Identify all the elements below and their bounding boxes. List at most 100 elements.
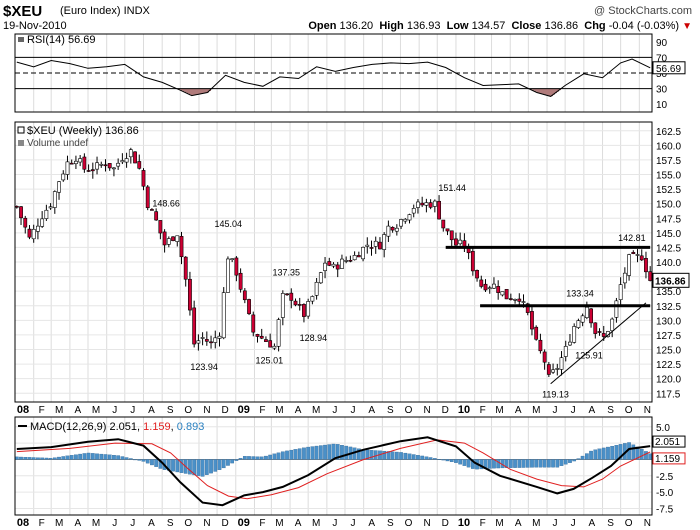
macd-histogram-bar: [188, 459, 192, 475]
macd-histogram-bar: [618, 444, 623, 460]
x-axis-month-label: J: [553, 405, 558, 416]
x-axis-month-label: A: [368, 518, 375, 529]
rsi-oversold-shade: [537, 88, 539, 93]
x-axis-month-label: M: [92, 405, 100, 416]
price-candle: [492, 283, 496, 289]
x-axis-month-label: J: [130, 405, 135, 416]
price-candle: [631, 252, 636, 254]
macd-histogram-bar: [508, 459, 513, 468]
price-candle: [124, 158, 129, 163]
price-candle: [627, 254, 631, 276]
x-axis-month-label: M: [275, 518, 283, 529]
macd-histogram-bar: [644, 451, 648, 460]
symbol-label: $XEU: [3, 3, 43, 20]
price-candle: [306, 301, 311, 317]
macd-histogram-bar: [606, 446, 610, 460]
macd-histogram-bar: [297, 448, 302, 460]
price-tick-label: 162.5: [656, 127, 681, 138]
x-axis-month-label: J: [332, 518, 337, 529]
price-candle: [137, 161, 142, 169]
price-candle: [496, 286, 501, 293]
price-annotation: 151.44: [438, 183, 466, 193]
macd-line: [16, 436, 651, 507]
close-value: 136.86: [544, 20, 579, 32]
x-axis-month-label: A: [75, 518, 82, 529]
macd-histogram-bar: [538, 459, 543, 468]
price-candle: [483, 283, 488, 291]
macd-histogram-bar: [386, 451, 391, 460]
macd-histogram-bar: [128, 458, 133, 460]
price-candle: [479, 279, 484, 287]
macd-histogram-bar: [171, 459, 175, 472]
volume-legend-icon: [18, 140, 24, 146]
x-axis-month-label: F: [259, 405, 265, 416]
price-candle: [19, 206, 23, 219]
rsi-oversold-shade: [545, 88, 547, 95]
macd-histogram-bar: [48, 457, 53, 460]
macd-histogram-bar: [31, 457, 36, 460]
price-candle: [378, 241, 382, 250]
rsi-oversold-shade: [195, 88, 197, 95]
price-candle: [171, 236, 175, 241]
macd-histogram-bar: [74, 454, 78, 460]
price-candle: [470, 251, 475, 272]
price-candle: [601, 333, 606, 337]
price-tick-label: 160.0: [656, 141, 681, 152]
x-axis-month-label: A: [515, 518, 522, 529]
rsi-oversold-shade: [541, 88, 543, 94]
volume-legend: Volume undef: [27, 138, 88, 149]
macd-histogram-bar: [99, 453, 104, 460]
rsi-current-badge: [652, 61, 686, 75]
macd-histogram-bar: [209, 459, 213, 474]
macd-histogram-bar: [289, 449, 294, 460]
macd-histogram-bar: [150, 459, 154, 466]
price-candle: [23, 217, 28, 228]
macd-histogram-bar: [95, 453, 99, 460]
price-candle: [551, 369, 555, 373]
price-tick-label: 132.5: [656, 302, 681, 313]
price-candle: [238, 272, 243, 290]
signal-current-badge: [652, 452, 686, 465]
price-candle: [369, 247, 374, 249]
x-axis-month-label: N: [203, 518, 210, 529]
rsi-oversold-shade: [199, 88, 201, 95]
macd-histogram-bar: [462, 459, 467, 466]
x-axis-month-label: F: [480, 405, 486, 416]
price-tick-label: 125.0: [656, 346, 681, 357]
price-tick-label: 142.5: [656, 243, 681, 254]
macd-histogram-bar: [120, 456, 125, 460]
x-axis-month-label: S: [387, 518, 394, 529]
price-candle: [454, 238, 458, 246]
macd-histogram-bar: [525, 459, 530, 468]
x-axis-month-label: M: [55, 405, 63, 416]
price-candle: [517, 298, 522, 302]
macd-histogram-bar: [141, 459, 146, 462]
price-tick-label: 157.5: [656, 156, 681, 167]
macd-histogram-bar: [52, 457, 57, 460]
x-axis-month-label: O: [184, 518, 192, 529]
macd-histogram-bar: [36, 457, 40, 460]
macd-histogram-bar: [403, 452, 408, 460]
price-candle: [382, 234, 387, 250]
macd-histogram-bar: [90, 453, 95, 460]
price-candle: [204, 339, 209, 342]
x-axis-month-label: J: [571, 405, 576, 416]
macd-histogram-bar: [340, 445, 344, 460]
price-candle: [580, 315, 585, 323]
price-candle: [428, 202, 433, 208]
macd-histogram-bar: [82, 453, 87, 460]
price-candle: [373, 240, 378, 247]
price-candle: [449, 230, 454, 241]
macd-histogram-bar: [69, 455, 74, 460]
price-candle: [162, 231, 167, 246]
price-candle: [513, 299, 517, 301]
price-candle: [120, 160, 125, 163]
rsi-oversold-shade: [551, 88, 553, 97]
macd-histogram-bar: [242, 456, 247, 460]
price-candle: [183, 256, 188, 280]
macd-histogram-bar: [268, 454, 273, 460]
x-axis-month-label: M: [55, 518, 63, 529]
price-candle: [576, 320, 581, 328]
macd-histogram-bar: [513, 459, 517, 468]
price-candle: [323, 262, 327, 271]
